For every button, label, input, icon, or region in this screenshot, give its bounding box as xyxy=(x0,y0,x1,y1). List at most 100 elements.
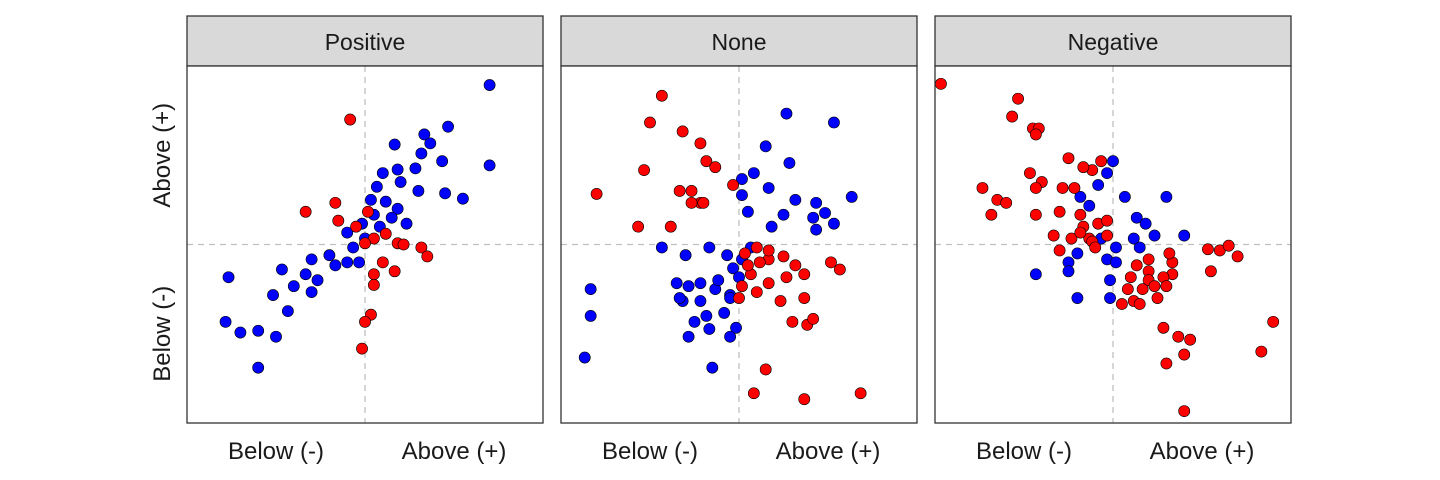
point-red xyxy=(780,271,793,284)
point-red xyxy=(685,185,698,197)
panel-frame xyxy=(186,65,544,424)
point-blue xyxy=(706,361,719,374)
y-tick-label: Above (+) xyxy=(149,103,176,208)
point-blue xyxy=(1029,268,1042,281)
point-red xyxy=(376,256,389,269)
point-blue xyxy=(789,193,802,206)
point-blue xyxy=(694,277,707,290)
point-blue xyxy=(819,207,831,219)
point-blue xyxy=(1148,229,1161,242)
panel-none: None Below (-) Above (+) xyxy=(560,15,918,465)
point-red xyxy=(1267,315,1280,328)
point-blue xyxy=(673,292,686,304)
point-red xyxy=(329,196,342,209)
point-red xyxy=(1130,259,1143,272)
point-red xyxy=(388,265,401,278)
point-blue xyxy=(712,274,725,287)
point-blue xyxy=(415,147,428,160)
point-blue xyxy=(1074,190,1087,203)
point-blue xyxy=(424,137,437,150)
point-red xyxy=(1160,280,1173,293)
point-blue xyxy=(703,241,716,254)
point-blue xyxy=(219,315,232,328)
point-red xyxy=(736,280,748,293)
point-blue xyxy=(287,280,300,293)
point-red xyxy=(1222,239,1235,252)
point-red xyxy=(1068,182,1081,194)
point-red xyxy=(644,116,656,129)
point-red xyxy=(750,286,763,298)
point-red xyxy=(798,393,811,406)
point-blue xyxy=(810,196,823,209)
point-red xyxy=(299,205,312,218)
point-blue xyxy=(376,167,389,179)
point-blue xyxy=(418,128,431,141)
point-blue xyxy=(1139,217,1152,230)
point-red xyxy=(415,241,428,254)
point-blue xyxy=(1178,229,1191,242)
point-red xyxy=(1056,182,1069,194)
point-blue xyxy=(1127,232,1140,245)
point-red xyxy=(789,259,802,272)
point-red xyxy=(1047,229,1060,242)
point-blue xyxy=(483,79,496,91)
point-blue xyxy=(1110,241,1122,254)
point-blue xyxy=(765,220,778,233)
point-red xyxy=(1077,161,1090,174)
point-red xyxy=(1202,243,1214,256)
point-blue xyxy=(391,202,404,215)
panel-frame xyxy=(560,65,918,424)
point-blue xyxy=(270,330,282,343)
point-blue xyxy=(365,193,377,206)
point-red xyxy=(332,214,345,227)
point-blue xyxy=(281,305,294,318)
point-blue xyxy=(222,271,235,284)
point-red xyxy=(359,237,371,250)
point-red xyxy=(833,263,846,276)
point-blue xyxy=(807,211,820,224)
point-red xyxy=(854,387,867,400)
panel-negative: Negative Below (-) Above (+) xyxy=(934,15,1292,465)
point-blue xyxy=(456,192,469,205)
point-red xyxy=(367,279,380,291)
point-blue xyxy=(783,157,796,169)
point-red xyxy=(350,220,362,233)
point-red xyxy=(774,295,787,307)
facet-strip-label: Positive xyxy=(325,29,406,55)
point-red xyxy=(676,125,689,138)
point-red xyxy=(1095,155,1108,168)
point-blue xyxy=(845,190,858,203)
point-red xyxy=(685,196,698,209)
point-red xyxy=(786,315,799,328)
point-blue xyxy=(305,253,318,266)
point-blue xyxy=(276,263,288,276)
point-blue xyxy=(267,289,279,301)
x-tick-label: Above (+) xyxy=(1150,438,1255,465)
point-blue xyxy=(780,107,793,120)
point-blue xyxy=(1160,190,1173,203)
point-blue xyxy=(736,173,748,185)
point-red xyxy=(362,205,374,218)
point-blue xyxy=(810,223,823,236)
point-blue xyxy=(724,330,736,343)
point-red xyxy=(359,315,371,328)
point-blue xyxy=(655,241,668,254)
point-blue xyxy=(1130,211,1143,224)
point-blue xyxy=(730,321,742,334)
point-red xyxy=(1133,298,1146,310)
point-blue xyxy=(828,116,840,129)
point-red xyxy=(1029,182,1042,194)
point-blue xyxy=(736,189,748,202)
point-blue xyxy=(400,217,413,230)
point-red xyxy=(638,164,650,177)
point-red xyxy=(1255,345,1268,358)
point-red xyxy=(825,256,837,269)
point-red xyxy=(976,182,989,194)
point-blue xyxy=(682,280,695,293)
point-red xyxy=(777,250,790,263)
point-red xyxy=(367,268,380,281)
point-blue xyxy=(305,286,318,298)
point-red xyxy=(379,227,392,240)
point-red xyxy=(421,250,434,263)
